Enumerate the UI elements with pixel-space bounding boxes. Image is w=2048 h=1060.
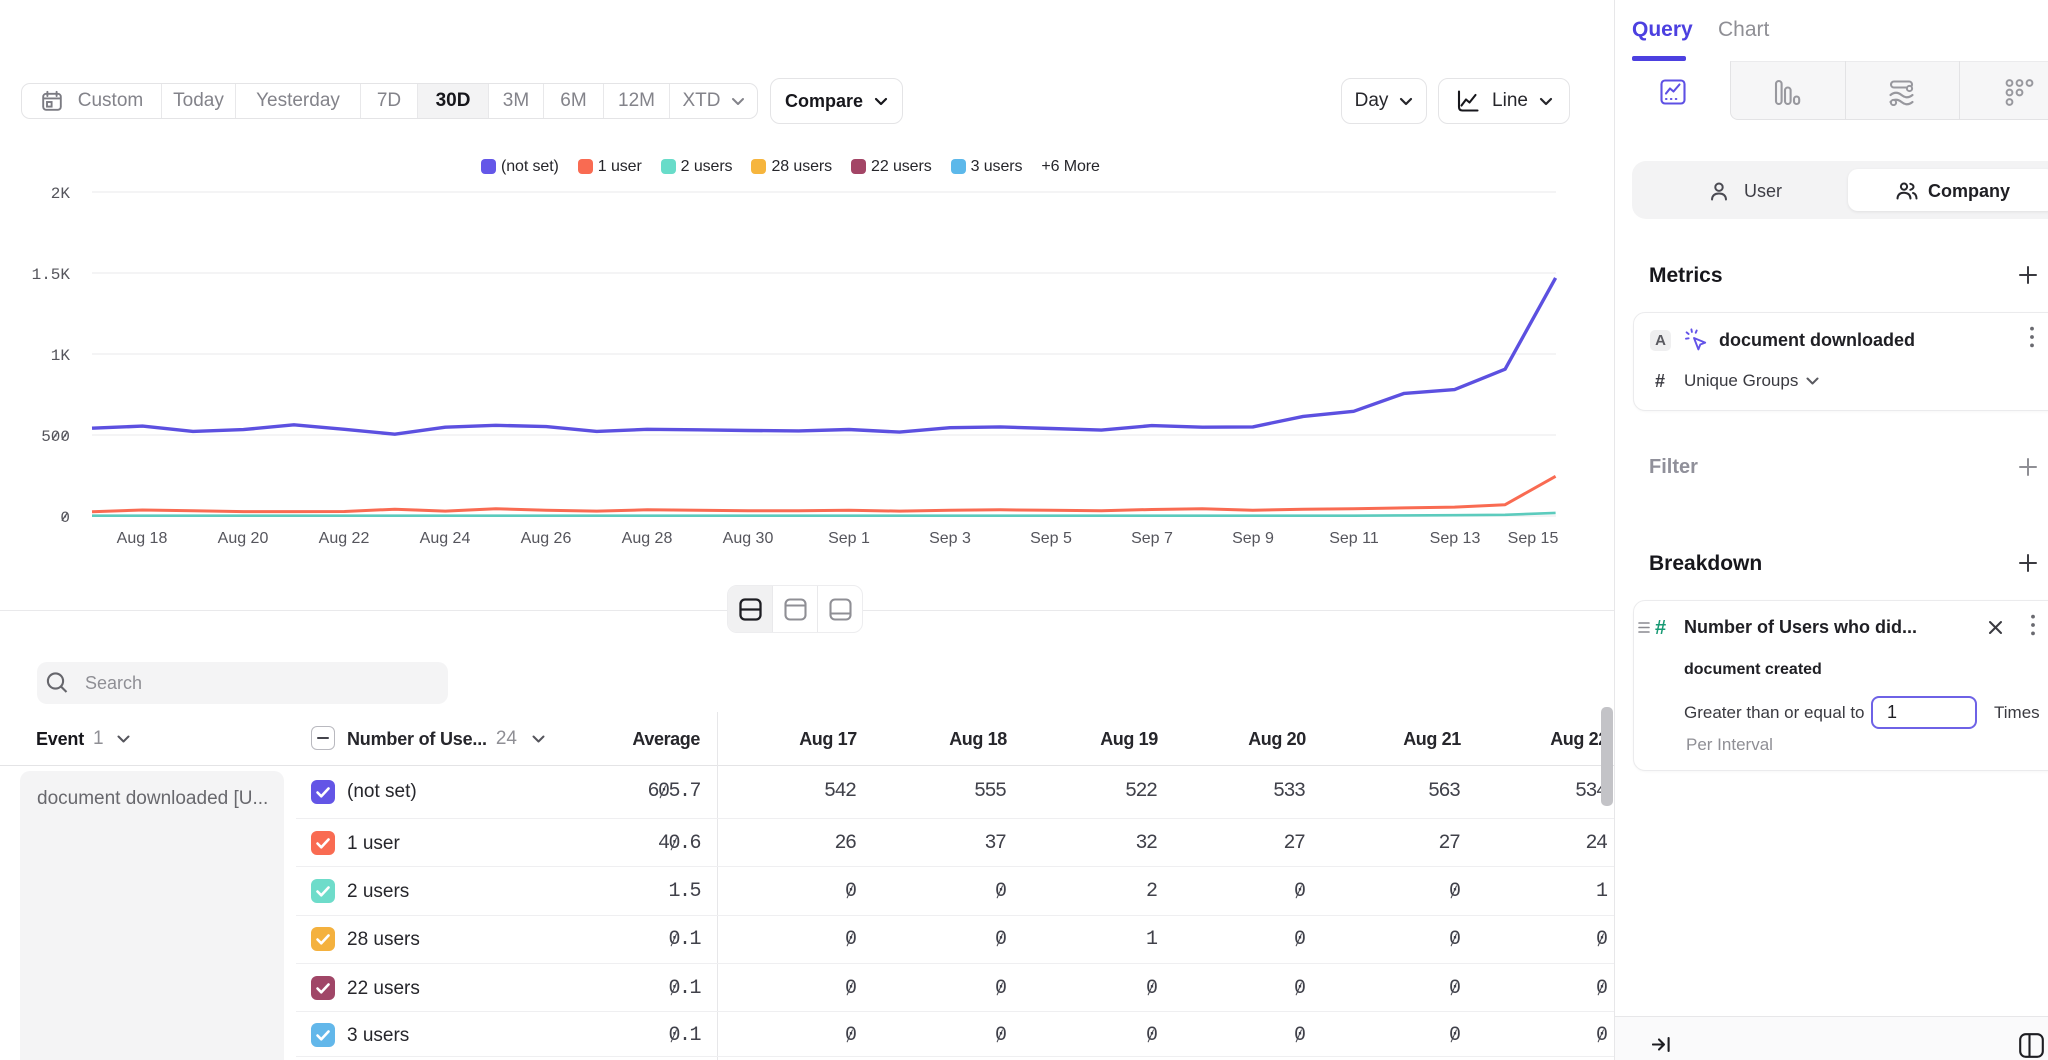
svg-text:1K: 1K <box>51 347 71 365</box>
svg-text:Sep 3: Sep 3 <box>929 530 971 547</box>
svg-text:Aug 22: Aug 22 <box>319 530 370 547</box>
svg-text:Sep 13: Sep 13 <box>1430 530 1481 547</box>
svg-text:0: 0 <box>60 509 70 527</box>
svg-text:Sep 7: Sep 7 <box>1131 530 1173 547</box>
svg-text:Aug 26: Aug 26 <box>521 530 572 547</box>
svg-text:Aug 28: Aug 28 <box>622 530 673 547</box>
svg-text:500: 500 <box>41 428 70 446</box>
svg-text:Sep 5: Sep 5 <box>1030 530 1072 547</box>
svg-text:Sep 1: Sep 1 <box>828 530 870 547</box>
svg-text:Sep 11: Sep 11 <box>1329 530 1379 547</box>
svg-text:Sep 9: Sep 9 <box>1232 530 1274 547</box>
svg-text:1.5K: 1.5K <box>32 266 71 284</box>
svg-text:Sep 15: Sep 15 <box>1508 530 1559 547</box>
svg-text:Aug 18: Aug 18 <box>117 530 168 547</box>
svg-text:Aug 30: Aug 30 <box>723 530 774 547</box>
svg-text:Aug 20: Aug 20 <box>218 530 269 547</box>
svg-text:2K: 2K <box>51 185 71 203</box>
svg-text:Aug 24: Aug 24 <box>420 530 471 547</box>
